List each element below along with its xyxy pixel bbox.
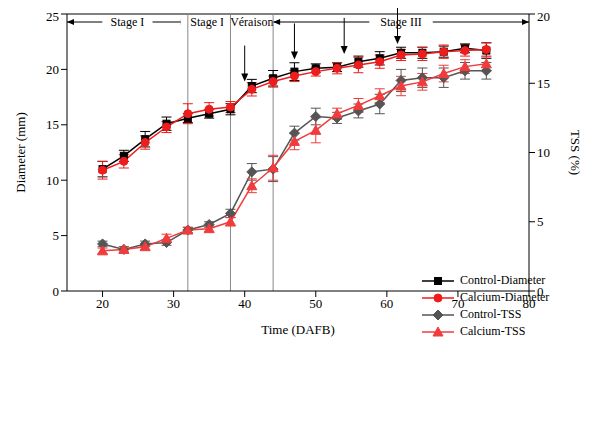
- svg-text:50: 50: [309, 296, 322, 311]
- svg-text:5: 5: [537, 214, 544, 229]
- svg-text:40: 40: [238, 296, 251, 311]
- svg-text:10: 10: [46, 173, 59, 188]
- svg-text:20: 20: [46, 62, 59, 77]
- svg-text:Diameter (mm): Diameter (mm): [13, 112, 28, 193]
- svg-text:15: 15: [46, 117, 59, 132]
- svg-text:Stage II: Stage II: [190, 15, 228, 29]
- svg-text:15: 15: [537, 76, 550, 91]
- svg-text:80: 80: [523, 296, 536, 311]
- svg-text:60: 60: [380, 296, 393, 311]
- svg-text:TSS (%): TSS (%): [568, 130, 583, 175]
- svg-text:5: 5: [53, 228, 60, 243]
- svg-text:0: 0: [537, 284, 544, 299]
- svg-text:25: 25: [46, 9, 59, 24]
- svg-text:Stage III: Stage III: [380, 15, 422, 29]
- svg-text:Stage I: Stage I: [111, 15, 145, 29]
- svg-text:Véraison: Véraison: [230, 15, 273, 29]
- svg-text:30: 30: [167, 296, 180, 311]
- svg-text:20: 20: [537, 9, 550, 24]
- svg-text:0: 0: [53, 284, 60, 299]
- svg-text:20: 20: [96, 296, 109, 311]
- svg-text:10: 10: [537, 145, 550, 160]
- svg-text:70: 70: [451, 296, 464, 311]
- svg-text:Time (DAFB): Time (DAFB): [261, 322, 335, 337]
